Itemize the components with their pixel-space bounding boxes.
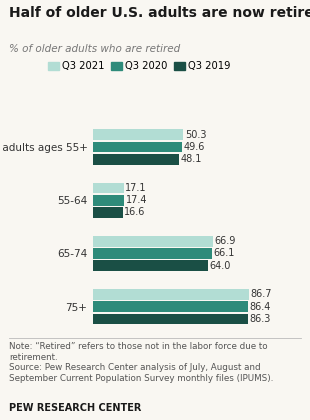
Bar [93,207,123,218]
Text: 66.1: 66.1 [213,249,235,258]
Text: % of older adults who are retired: % of older adults who are retired [9,44,180,54]
Text: 17.1: 17.1 [125,183,147,193]
Bar [93,154,179,165]
Bar [93,260,208,271]
Text: 49.6: 49.6 [184,142,205,152]
Text: 17.4: 17.4 [126,195,147,205]
Text: 66.9: 66.9 [215,236,236,246]
Text: PEW RESEARCH CENTER: PEW RESEARCH CENTER [9,403,142,413]
Bar [93,236,213,247]
Bar [93,195,124,205]
Text: 16.6: 16.6 [124,207,146,218]
Text: 86.7: 86.7 [250,289,272,299]
Text: Source: Pew Research Center analysis of July, August and
September Current Popul: Source: Pew Research Center analysis of … [9,363,274,383]
Text: 48.1: 48.1 [181,154,202,164]
Text: 86.4: 86.4 [250,302,271,312]
Text: Half of older U.S. adults are now retired: Half of older U.S. adults are now retire… [9,6,310,20]
Text: 86.3: 86.3 [250,314,271,324]
Text: 64.0: 64.0 [210,261,231,270]
Bar [93,248,212,259]
Legend: Q3 2021, Q3 2020, Q3 2019: Q3 2021, Q3 2020, Q3 2019 [48,61,231,71]
Bar [93,129,184,140]
Text: 50.3: 50.3 [185,130,206,139]
Bar [93,142,182,152]
Bar [93,314,248,324]
Bar [93,301,248,312]
Text: Note: “Retired” refers to those not in the labor force due to
retirement.: Note: “Retired” refers to those not in t… [9,342,268,362]
Bar [93,183,124,193]
Bar [93,289,249,300]
